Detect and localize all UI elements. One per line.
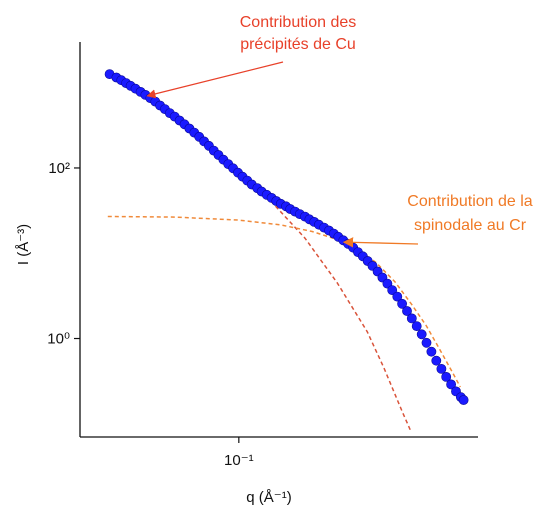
axes xyxy=(74,42,478,443)
data-point xyxy=(392,291,403,302)
annotation-arrow-1 xyxy=(146,61,284,99)
data-point xyxy=(411,321,422,331)
x-axis-label: q (Å⁻¹) xyxy=(246,489,291,506)
data-point xyxy=(441,371,452,382)
data-points xyxy=(104,69,469,405)
annotation-arrow-2 xyxy=(342,237,419,248)
y-tick-label: 10⁰ xyxy=(47,331,70,348)
chart-labels: 10⁻¹ 10² 10⁰ q (Å⁻¹) I (Å⁻³) Contribution des… xyxy=(15,14,533,506)
data-point xyxy=(436,363,447,374)
annotation-line: spinodale au Cr xyxy=(414,217,527,234)
data-point xyxy=(397,298,407,309)
data-point xyxy=(421,337,432,348)
data-point xyxy=(426,346,437,357)
data-point xyxy=(446,379,456,390)
fit-curve-2 xyxy=(107,215,461,388)
fit-curve-1 xyxy=(219,152,411,431)
annotation-line: Contribution des xyxy=(240,14,357,31)
annotation-line: précipités de Cu xyxy=(240,36,356,53)
annotation-text-1: Contribution des précipités de Cu xyxy=(240,14,357,53)
data-point xyxy=(458,395,469,405)
data-point xyxy=(431,355,442,366)
data-point xyxy=(402,306,412,316)
annotation-text-2: Contribution de la spinodale au Cr xyxy=(407,193,533,234)
annotation-line: Contribution de la xyxy=(407,193,533,210)
data-point xyxy=(416,329,427,340)
fit-curves xyxy=(107,152,461,431)
x-tick-label: 10⁻¹ xyxy=(224,452,254,469)
data-point xyxy=(387,285,398,295)
y-tick-label: 10² xyxy=(48,160,70,177)
data-point xyxy=(406,313,417,324)
y-axis-label: I (Å⁻³) xyxy=(15,224,32,265)
